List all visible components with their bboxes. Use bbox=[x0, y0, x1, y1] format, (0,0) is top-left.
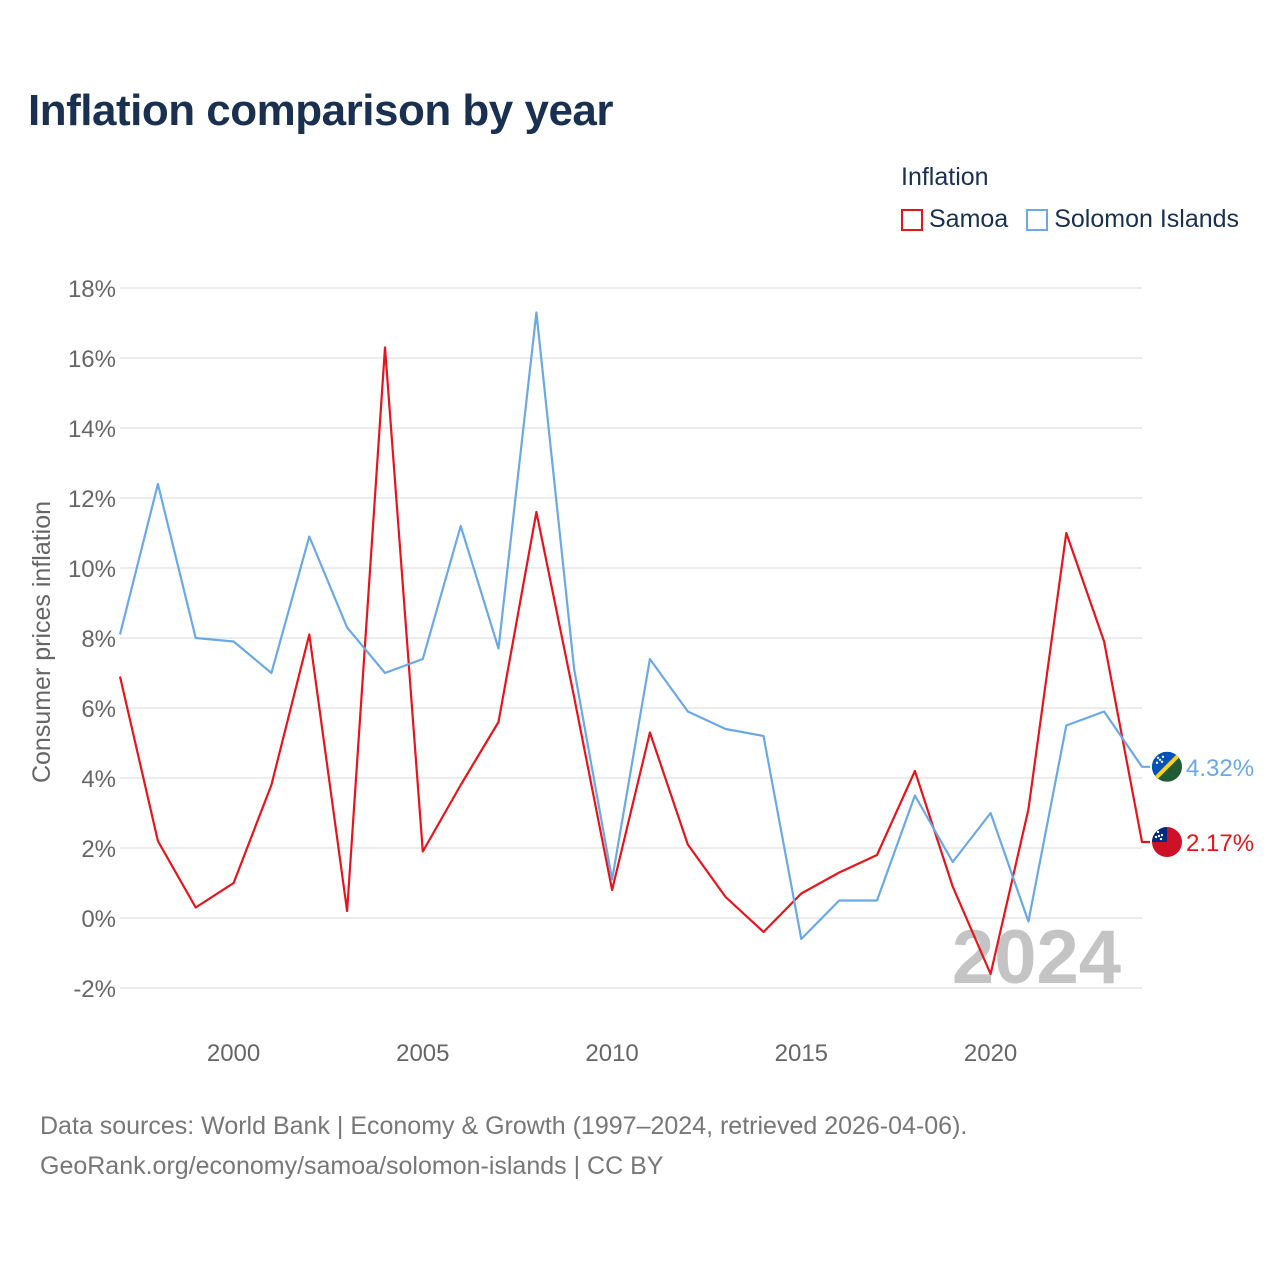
series-lines bbox=[118, 311, 1150, 976]
footer: Data sources: World Bank | Economy & Gro… bbox=[40, 1106, 967, 1186]
y-tick-label: 12% bbox=[68, 486, 116, 513]
legend: Samoa Solomon Islands bbox=[901, 205, 1257, 234]
flag-marker-solomon-islands bbox=[1152, 751, 1182, 782]
x-tick-label: 2015 bbox=[775, 1040, 828, 1067]
x-tick-label: 2020 bbox=[964, 1040, 1017, 1067]
end-label-samoa: 2.17% bbox=[1186, 830, 1254, 857]
legend-item-solomon-islands[interactable]: Solomon Islands bbox=[1026, 205, 1239, 234]
series-line-samoa[interactable] bbox=[118, 346, 1150, 976]
chart-title: Inflation comparison by year bbox=[28, 86, 614, 135]
y-axis-label: Consumer prices inflation bbox=[28, 501, 56, 783]
x-axis-ticks: 2000 2005 2010 2015 2020 bbox=[207, 1040, 1017, 1067]
y-tick-label: -2% bbox=[73, 976, 116, 1003]
legend-item-samoa[interactable]: Samoa bbox=[901, 205, 1008, 234]
y-tick-label: 18% bbox=[68, 276, 116, 303]
footer-sources: Data sources: World Bank | Economy & Gro… bbox=[40, 1112, 968, 1140]
y-tick-label: 2% bbox=[81, 836, 116, 863]
end-label-solomon-islands: 4.32% bbox=[1186, 755, 1254, 782]
y-tick-label: 0% bbox=[81, 906, 116, 933]
y-tick-label: 4% bbox=[81, 766, 116, 793]
legend-swatch-samoa bbox=[901, 208, 923, 231]
series-line-solomon-islands[interactable] bbox=[118, 311, 1150, 941]
legend-label-solomon-islands: Solomon Islands bbox=[1054, 205, 1240, 233]
legend-swatch-solomon-islands bbox=[1026, 208, 1049, 231]
end-markers: 2.17% 4.32% bbox=[1152, 751, 1254, 858]
year-watermark: 2024 bbox=[952, 915, 1121, 1000]
x-tick-label: 2000 bbox=[207, 1040, 260, 1067]
flag-marker-samoa bbox=[1152, 827, 1182, 858]
gridlines bbox=[120, 287, 1142, 989]
x-tick-label: 2005 bbox=[396, 1040, 449, 1067]
y-tick-label: 16% bbox=[68, 346, 116, 373]
y-tick-label: 10% bbox=[68, 556, 116, 583]
legend-title: Inflation bbox=[901, 163, 989, 191]
legend-label-samoa: Samoa bbox=[929, 205, 1009, 233]
footer-link[interactable]: GeoRank.org/economy/samoa/solomon-island… bbox=[40, 1152, 664, 1180]
y-tick-label: 8% bbox=[81, 626, 116, 653]
y-tick-label: 6% bbox=[81, 696, 116, 723]
x-tick-label: 2010 bbox=[585, 1040, 638, 1067]
y-tick-label: 14% bbox=[68, 416, 116, 443]
y-axis-ticks: -2% 0% 2% 4% 6% 8% 10% 12% 14% 16% 18% bbox=[68, 276, 116, 1003]
